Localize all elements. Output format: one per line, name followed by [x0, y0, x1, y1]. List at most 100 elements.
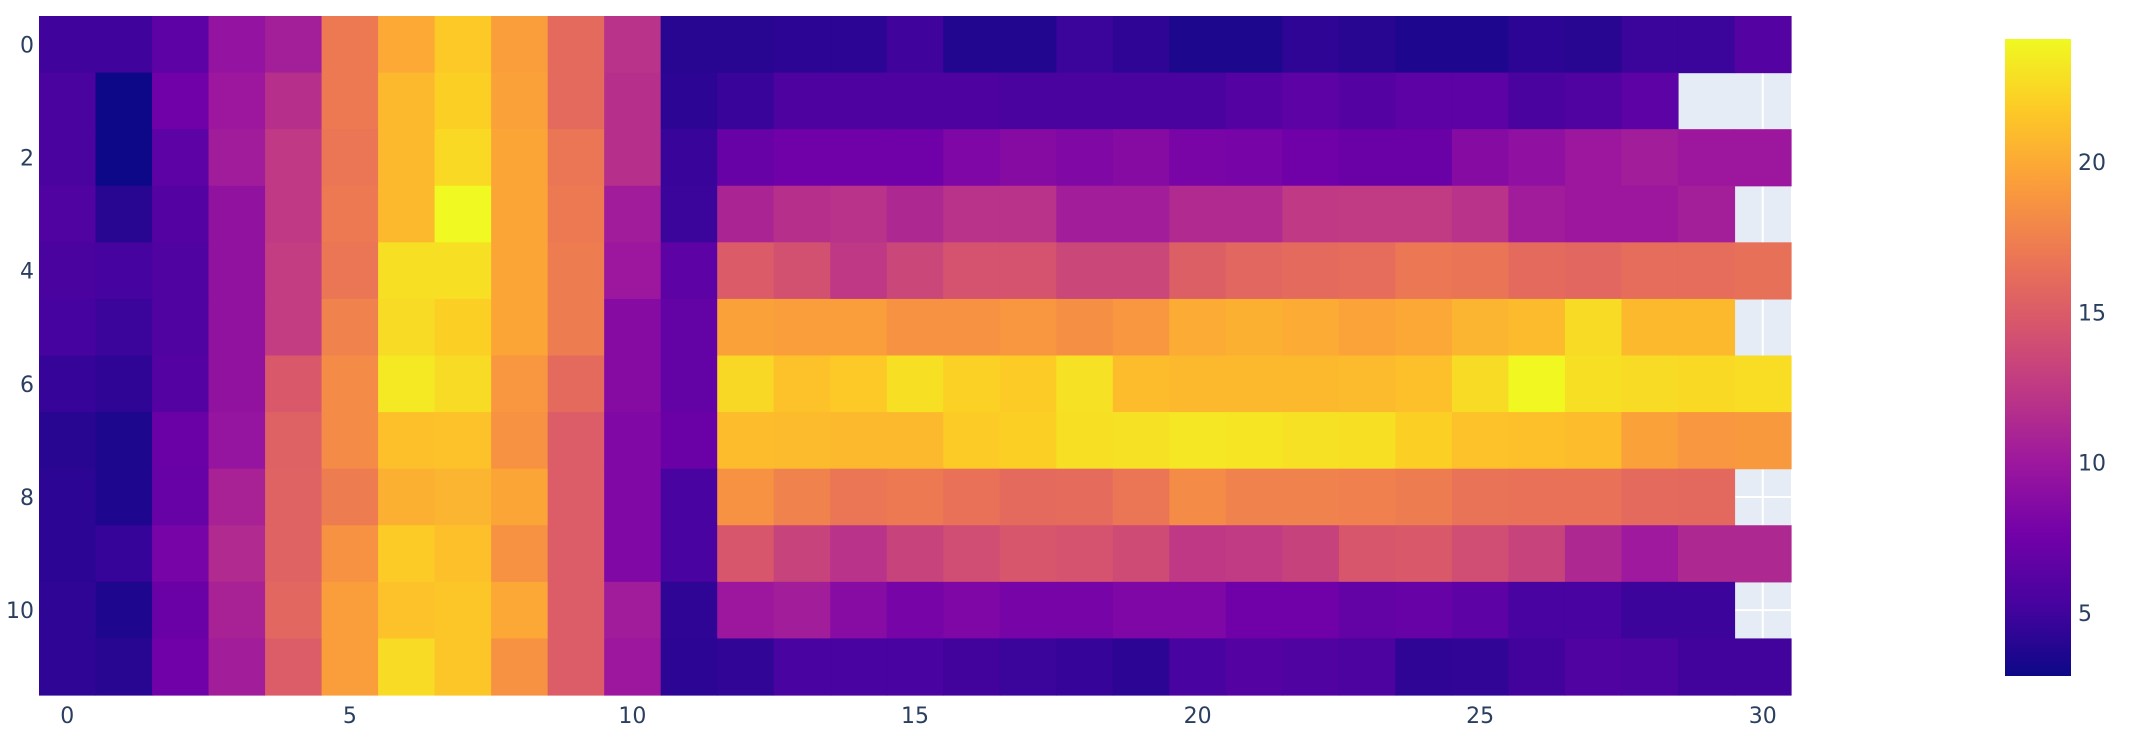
heatmap-cell [95, 468, 153, 526]
heatmap-cell [1621, 412, 1679, 470]
heatmap-cell [1056, 581, 1114, 640]
heatmap-cell [604, 412, 662, 470]
heatmap-cell [321, 525, 379, 583]
heatmap-cell [999, 581, 1057, 640]
heatmap-cell [265, 185, 323, 243]
heatmap-cell [95, 72, 153, 130]
heatmap-cell [265, 581, 323, 640]
heatmap-cell [434, 16, 492, 74]
heatmap-cell [1395, 129, 1453, 187]
heatmap-cell [1451, 129, 1510, 187]
heatmap-cell [717, 355, 775, 413]
heatmap-cell [886, 72, 944, 130]
heatmap-cell [265, 16, 323, 74]
heatmap-cell [321, 581, 379, 640]
heatmap-cell [1395, 185, 1453, 243]
x-tick-label: 30 [1749, 704, 1777, 729]
heatmap-cell [1338, 638, 1396, 696]
heatmap-cell [999, 72, 1057, 130]
heatmap-cell [152, 355, 210, 413]
heatmap-cell [378, 298, 436, 357]
heatmap-cell [39, 581, 97, 640]
heatmap-cell [95, 16, 153, 74]
heatmap-cell [886, 412, 944, 470]
heatmap-cell [378, 16, 436, 74]
heatmap-cell [152, 129, 210, 187]
heatmap-cell [1169, 185, 1227, 243]
heatmap-cell [604, 581, 662, 640]
heatmap-cell [999, 16, 1057, 74]
heatmap-cell [265, 72, 323, 130]
heatmap-cell [152, 242, 210, 300]
heatmap-cell [1508, 355, 1566, 413]
heatmap-cell [1169, 16, 1227, 74]
heatmap-cell [547, 242, 605, 300]
heatmap-cell [321, 242, 379, 300]
heatmap-cell [1508, 412, 1566, 470]
x-axis-ticks: 0 5 10 15 20 25 30 [60, 704, 1776, 729]
heatmap-cell [1225, 468, 1283, 526]
heatmap-cell [152, 638, 210, 696]
heatmap-cell [1282, 525, 1340, 583]
heatmap-cell [1395, 525, 1453, 583]
heatmap-cell [830, 185, 888, 243]
heatmap-cell [717, 185, 775, 243]
colorbar-tick-label: 20 [2078, 151, 2106, 176]
heatmap-cell [1508, 242, 1566, 300]
y-tick-label: 0 [20, 33, 34, 58]
heatmap-cell [1338, 129, 1396, 187]
heatmap-cell [886, 185, 944, 243]
heatmap-cell [547, 412, 605, 470]
heatmap-cell [95, 355, 153, 413]
heatmap-cell [491, 412, 549, 470]
heatmap-cell [1282, 242, 1340, 300]
heatmap-cell [39, 185, 97, 243]
heatmap-cell [265, 525, 323, 583]
heatmap-cell [1112, 355, 1170, 413]
heatmap-cell [1621, 16, 1679, 74]
heatmap-cell [1451, 581, 1510, 640]
heatmap-cell [1677, 129, 1736, 187]
heatmap-cell [773, 16, 831, 74]
heatmap-cell [434, 638, 492, 696]
heatmap-cell [773, 185, 831, 243]
heatmap-cell [717, 468, 775, 526]
colorbar-tick-label: 5 [2078, 602, 2092, 627]
heatmap-cell [378, 242, 436, 300]
heatmap-cell [1395, 412, 1453, 470]
heatmap-cell [208, 16, 266, 74]
heatmap-cell [39, 468, 97, 526]
heatmap-cell [999, 298, 1057, 357]
heatmap-cell [547, 355, 605, 413]
heatmap-cell [1621, 129, 1679, 187]
heatmap-cell [1169, 638, 1227, 696]
heatmap-cell [152, 581, 210, 640]
heatmap-cell [1338, 468, 1396, 526]
heatmap-cell [1677, 185, 1736, 243]
heatmap-cell [1564, 185, 1623, 243]
heatmap-cell [999, 412, 1057, 470]
heatmap-cell [1564, 412, 1623, 470]
heatmap-cell [434, 185, 492, 243]
heatmap-cell [660, 185, 718, 243]
heatmap-cell [1338, 298, 1396, 357]
heatmap-cell [1112, 129, 1170, 187]
heatmap-cell [717, 525, 775, 583]
heatmap-cell [95, 412, 153, 470]
heatmap-cell [1169, 525, 1227, 583]
heatmap-cell [39, 129, 97, 187]
heatmap-cell [1564, 72, 1623, 130]
heatmap-cell [491, 242, 549, 300]
heatmap-cell [39, 355, 97, 413]
heatmap-cell [886, 242, 944, 300]
heatmap-cell [39, 412, 97, 470]
heatmap-cell [943, 581, 1001, 640]
heatmap-cell [321, 298, 379, 357]
heatmap-cell [434, 129, 492, 187]
heatmap-cell [1056, 355, 1114, 413]
heatmap-cell [943, 129, 1001, 187]
heatmap-cell [660, 525, 718, 583]
heatmap-cell [152, 16, 210, 74]
heatmap-cell [1282, 581, 1340, 640]
heatmap-cell [943, 525, 1001, 583]
